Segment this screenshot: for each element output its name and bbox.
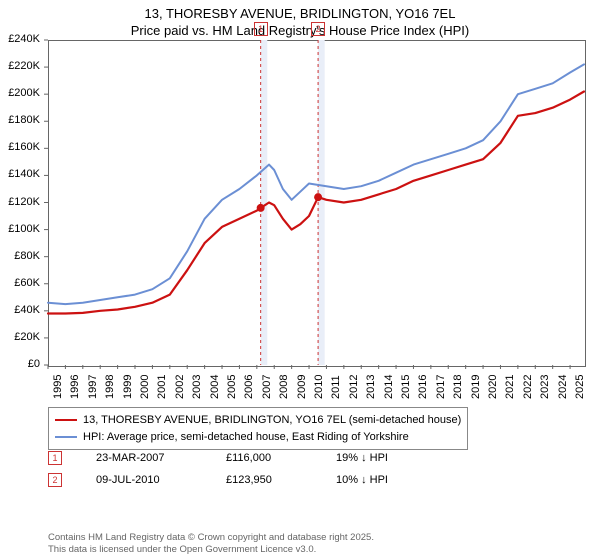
y-tick-label: £0 — [0, 358, 40, 370]
y-tick-label: £220K — [0, 60, 40, 72]
y-tick-label: £100K — [0, 223, 40, 235]
x-tick-label: 1997 — [87, 375, 99, 399]
x-tick-label: 2015 — [400, 375, 412, 399]
x-tick-label: 1998 — [104, 375, 116, 399]
sale-marker-icon: 2 — [48, 473, 62, 487]
legend: 13, THORESBY AVENUE, BRIDLINGTON, YO16 7… — [48, 407, 468, 450]
legend-swatch — [55, 436, 77, 438]
series-hpi — [48, 64, 584, 304]
x-tick-label: 2024 — [557, 375, 569, 399]
x-tick-label: 2005 — [226, 375, 238, 399]
y-tick-label: £180K — [0, 114, 40, 126]
x-tick-label: 2017 — [435, 375, 447, 399]
chart-svg — [0, 40, 588, 369]
x-tick-label: 2011 — [330, 375, 342, 399]
x-tick-label: 2016 — [417, 375, 429, 399]
x-tick-label: 2014 — [383, 375, 395, 399]
x-tick-label: 2003 — [191, 375, 203, 399]
legend-swatch — [55, 419, 77, 421]
x-tick-label: 2012 — [348, 375, 360, 399]
y-tick-label: £80K — [0, 250, 40, 262]
sale-price: £116,000 — [226, 452, 336, 464]
x-tick-label: 2020 — [487, 375, 499, 399]
y-tick-label: £140K — [0, 168, 40, 180]
footer-line1: Contains HM Land Registry data © Crown c… — [48, 532, 374, 544]
sale-row: 2 09-JUL-2010£123,95010% ↓ HPI — [48, 473, 600, 487]
x-tick-label: 1996 — [69, 375, 81, 399]
y-tick-label: £40K — [0, 304, 40, 316]
x-tick-label: 2013 — [365, 375, 377, 399]
x-tick-label: 2007 — [261, 375, 273, 399]
x-tick-label: 2009 — [296, 375, 308, 399]
x-tick-label: 2010 — [313, 375, 325, 399]
legend-label: 13, THORESBY AVENUE, BRIDLINGTON, YO16 7… — [83, 412, 461, 429]
sale-marker-icon: 1 — [48, 451, 62, 465]
sale-date: 23-MAR-2007 — [96, 452, 226, 464]
y-tick-label: £240K — [0, 33, 40, 45]
x-tick-label: 2021 — [504, 375, 516, 399]
sale-marker-2: 2 — [311, 22, 325, 36]
x-tick-label: 2019 — [470, 375, 482, 399]
sale-date: 09-JUL-2010 — [96, 474, 226, 486]
x-tick-label: 2004 — [209, 375, 221, 399]
legend-item: HPI: Average price, semi-detached house,… — [55, 429, 461, 446]
sale-marker-1: 1 — [254, 22, 268, 36]
x-tick-label: 2002 — [174, 375, 186, 399]
x-tick-label: 1995 — [52, 375, 64, 399]
x-tick-label: 2025 — [574, 375, 586, 399]
title-line2: Price paid vs. HM Land Registry's House … — [0, 23, 600, 40]
x-tick-label: 2008 — [278, 375, 290, 399]
x-tick-label: 2006 — [243, 375, 255, 399]
y-tick-label: £160K — [0, 141, 40, 153]
sale-price: £123,950 — [226, 474, 336, 486]
footer-attribution: Contains HM Land Registry data © Crown c… — [48, 532, 374, 556]
chart-area: £0 £20K £40K £60K £80K £100K £120K £140K £160K £1… — [0, 40, 600, 420]
x-tick-label: 2023 — [539, 375, 551, 399]
legend-item: 13, THORESBY AVENUE, BRIDLINGTON, YO16 7… — [55, 412, 461, 429]
sale-point — [314, 193, 322, 201]
series-property — [48, 92, 584, 314]
chart-title: 13, THORESBY AVENUE, BRIDLINGTON, YO16 7… — [0, 0, 600, 40]
footer-line2: This data is licensed under the Open Gov… — [48, 544, 374, 556]
sale-hpi-delta: 10% ↓ HPI — [336, 474, 436, 486]
x-tick-label: 2022 — [522, 375, 534, 399]
y-tick-label: £60K — [0, 277, 40, 289]
sale-hpi-delta: 19% ↓ HPI — [336, 452, 436, 464]
y-tick-label: £20K — [0, 331, 40, 343]
x-tick-label: 2001 — [156, 375, 168, 399]
y-tick-label: £200K — [0, 87, 40, 99]
legend-label: HPI: Average price, semi-detached house,… — [83, 429, 409, 446]
x-tick-label: 1999 — [122, 375, 134, 399]
x-tick-label: 2000 — [139, 375, 151, 399]
x-tick-label: 2018 — [452, 375, 464, 399]
y-tick-label: £120K — [0, 196, 40, 208]
title-line1: 13, THORESBY AVENUE, BRIDLINGTON, YO16 7… — [0, 6, 600, 23]
sale-point — [257, 204, 265, 212]
sale-row: 1 23-MAR-2007£116,00019% ↓ HPI — [48, 451, 600, 465]
